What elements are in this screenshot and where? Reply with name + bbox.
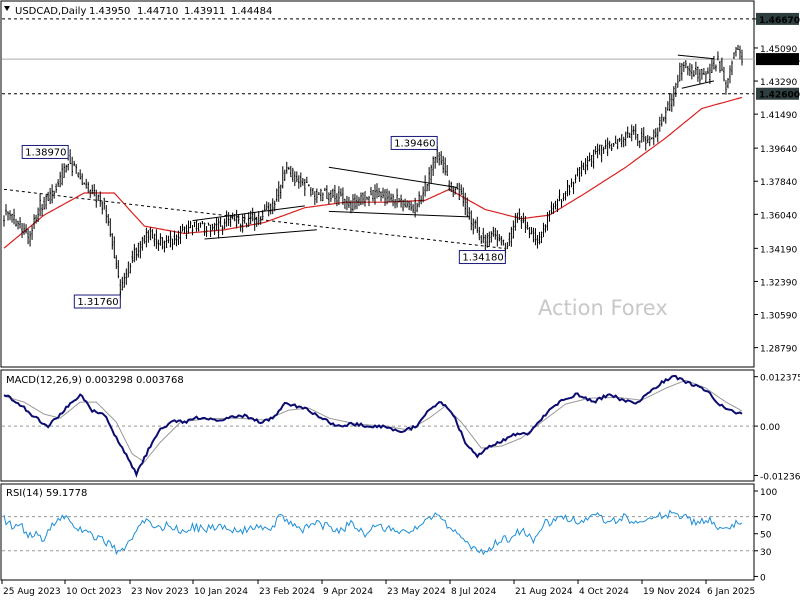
price-axis-label: 1.36040 [760, 211, 797, 221]
price-axis-label: 1.37840 [760, 178, 797, 188]
price-axis-label: 1.30590 [760, 312, 797, 322]
price-axis-label: 1.41490 [760, 111, 797, 121]
pattern-line-5 [677, 54, 714, 60]
price-axis-label: 1.34190 [760, 245, 797, 255]
ohlc-low: 1.43911 [184, 6, 225, 17]
level-label-bg-1 [756, 87, 799, 100]
annotation-box-0 [21, 144, 69, 159]
price-header: USDCAD,Daily 1.43950 1.44710 1.43911 1.4… [4, 6, 272, 17]
x-axis-label: 19 Nov 2024 [643, 587, 701, 597]
price-axis-label: 1.32390 [760, 278, 797, 288]
rsi-axis-label: 100 [760, 488, 777, 498]
rsi-title: RSI(14) 59.1778 [6, 488, 87, 499]
annotation-box-3 [458, 250, 506, 265]
ohlc-open: 1.43950 [89, 6, 130, 17]
ohlc-high: 1.44710 [137, 6, 178, 17]
rsi-axis-label: 70 [760, 514, 772, 524]
price-axis-label: 1.28790 [760, 345, 797, 355]
level-label-0: 1.46670 [759, 16, 800, 26]
rsi-panel [0, 483, 755, 581]
moving-average-line [3, 96, 743, 249]
pattern-line-4 [328, 210, 470, 218]
watermark: Action Forex [538, 296, 668, 320]
annotation-box-1 [73, 294, 121, 309]
current-price-bg [756, 53, 799, 66]
rsi-axis-label: 50 [760, 531, 772, 541]
level-label-bg-0 [756, 12, 799, 25]
x-axis-label: 21 Aug 2024 [515, 587, 573, 597]
x-axis-label: 23 Nov 2023 [131, 587, 189, 597]
pattern-line-2 [204, 229, 317, 240]
x-axis-label: 23 May 2024 [387, 587, 446, 597]
x-axis-label: 6 Jan 2025 [707, 587, 755, 597]
ohlc-close: 1.44484 [231, 6, 272, 17]
x-axis-label: 10 Jan 2024 [194, 587, 248, 597]
macd-axis-label: 0.00 [760, 423, 780, 433]
level-label-1: 1.42600 [759, 91, 800, 101]
price-axis-label: 1.39640 [760, 145, 797, 155]
x-axis-label: 25 Aug 2023 [3, 587, 61, 597]
x-axis-label: 4 Oct 2024 [579, 587, 629, 597]
annotation-box-2 [390, 135, 438, 150]
x-axis-label: 10 Oct 2023 [66, 587, 122, 597]
annotation-label-1: 1.31760 [77, 297, 118, 308]
pattern-line-6 [681, 80, 715, 89]
macd-axis-label: -0.012367 [760, 472, 800, 482]
macd-line [3, 374, 743, 478]
annotation-label-3: 1.34180 [462, 253, 503, 264]
x-axis-label: 23 Feb 2024 [259, 587, 315, 597]
x-axis-label: 8 Jul 2024 [451, 587, 496, 597]
price-axis-label: 1.43290 [760, 78, 797, 88]
annotation-label-2: 1.39460 [394, 138, 435, 149]
rsi-line [3, 509, 743, 556]
pattern-line-3 [328, 166, 458, 188]
price-axis-label: 1.45090 [760, 45, 797, 55]
macd-title: MACD(12,26,9) 0.003298 0.003768 [6, 375, 184, 386]
rsi-axis-label: 0 [760, 573, 766, 583]
x-axis-label: 9 Apr 2024 [323, 587, 373, 597]
current-price-label: 1.44484 [759, 56, 800, 66]
annotation-label-0: 1.38970 [25, 147, 66, 158]
rsi-axis-label: 30 [760, 548, 772, 558]
symbol-label: USDCAD,Daily [15, 6, 86, 17]
macd-signal-line [3, 379, 743, 463]
macd-axis-label: 0.012375 [760, 374, 800, 384]
header-triangle-icon [4, 6, 10, 11]
